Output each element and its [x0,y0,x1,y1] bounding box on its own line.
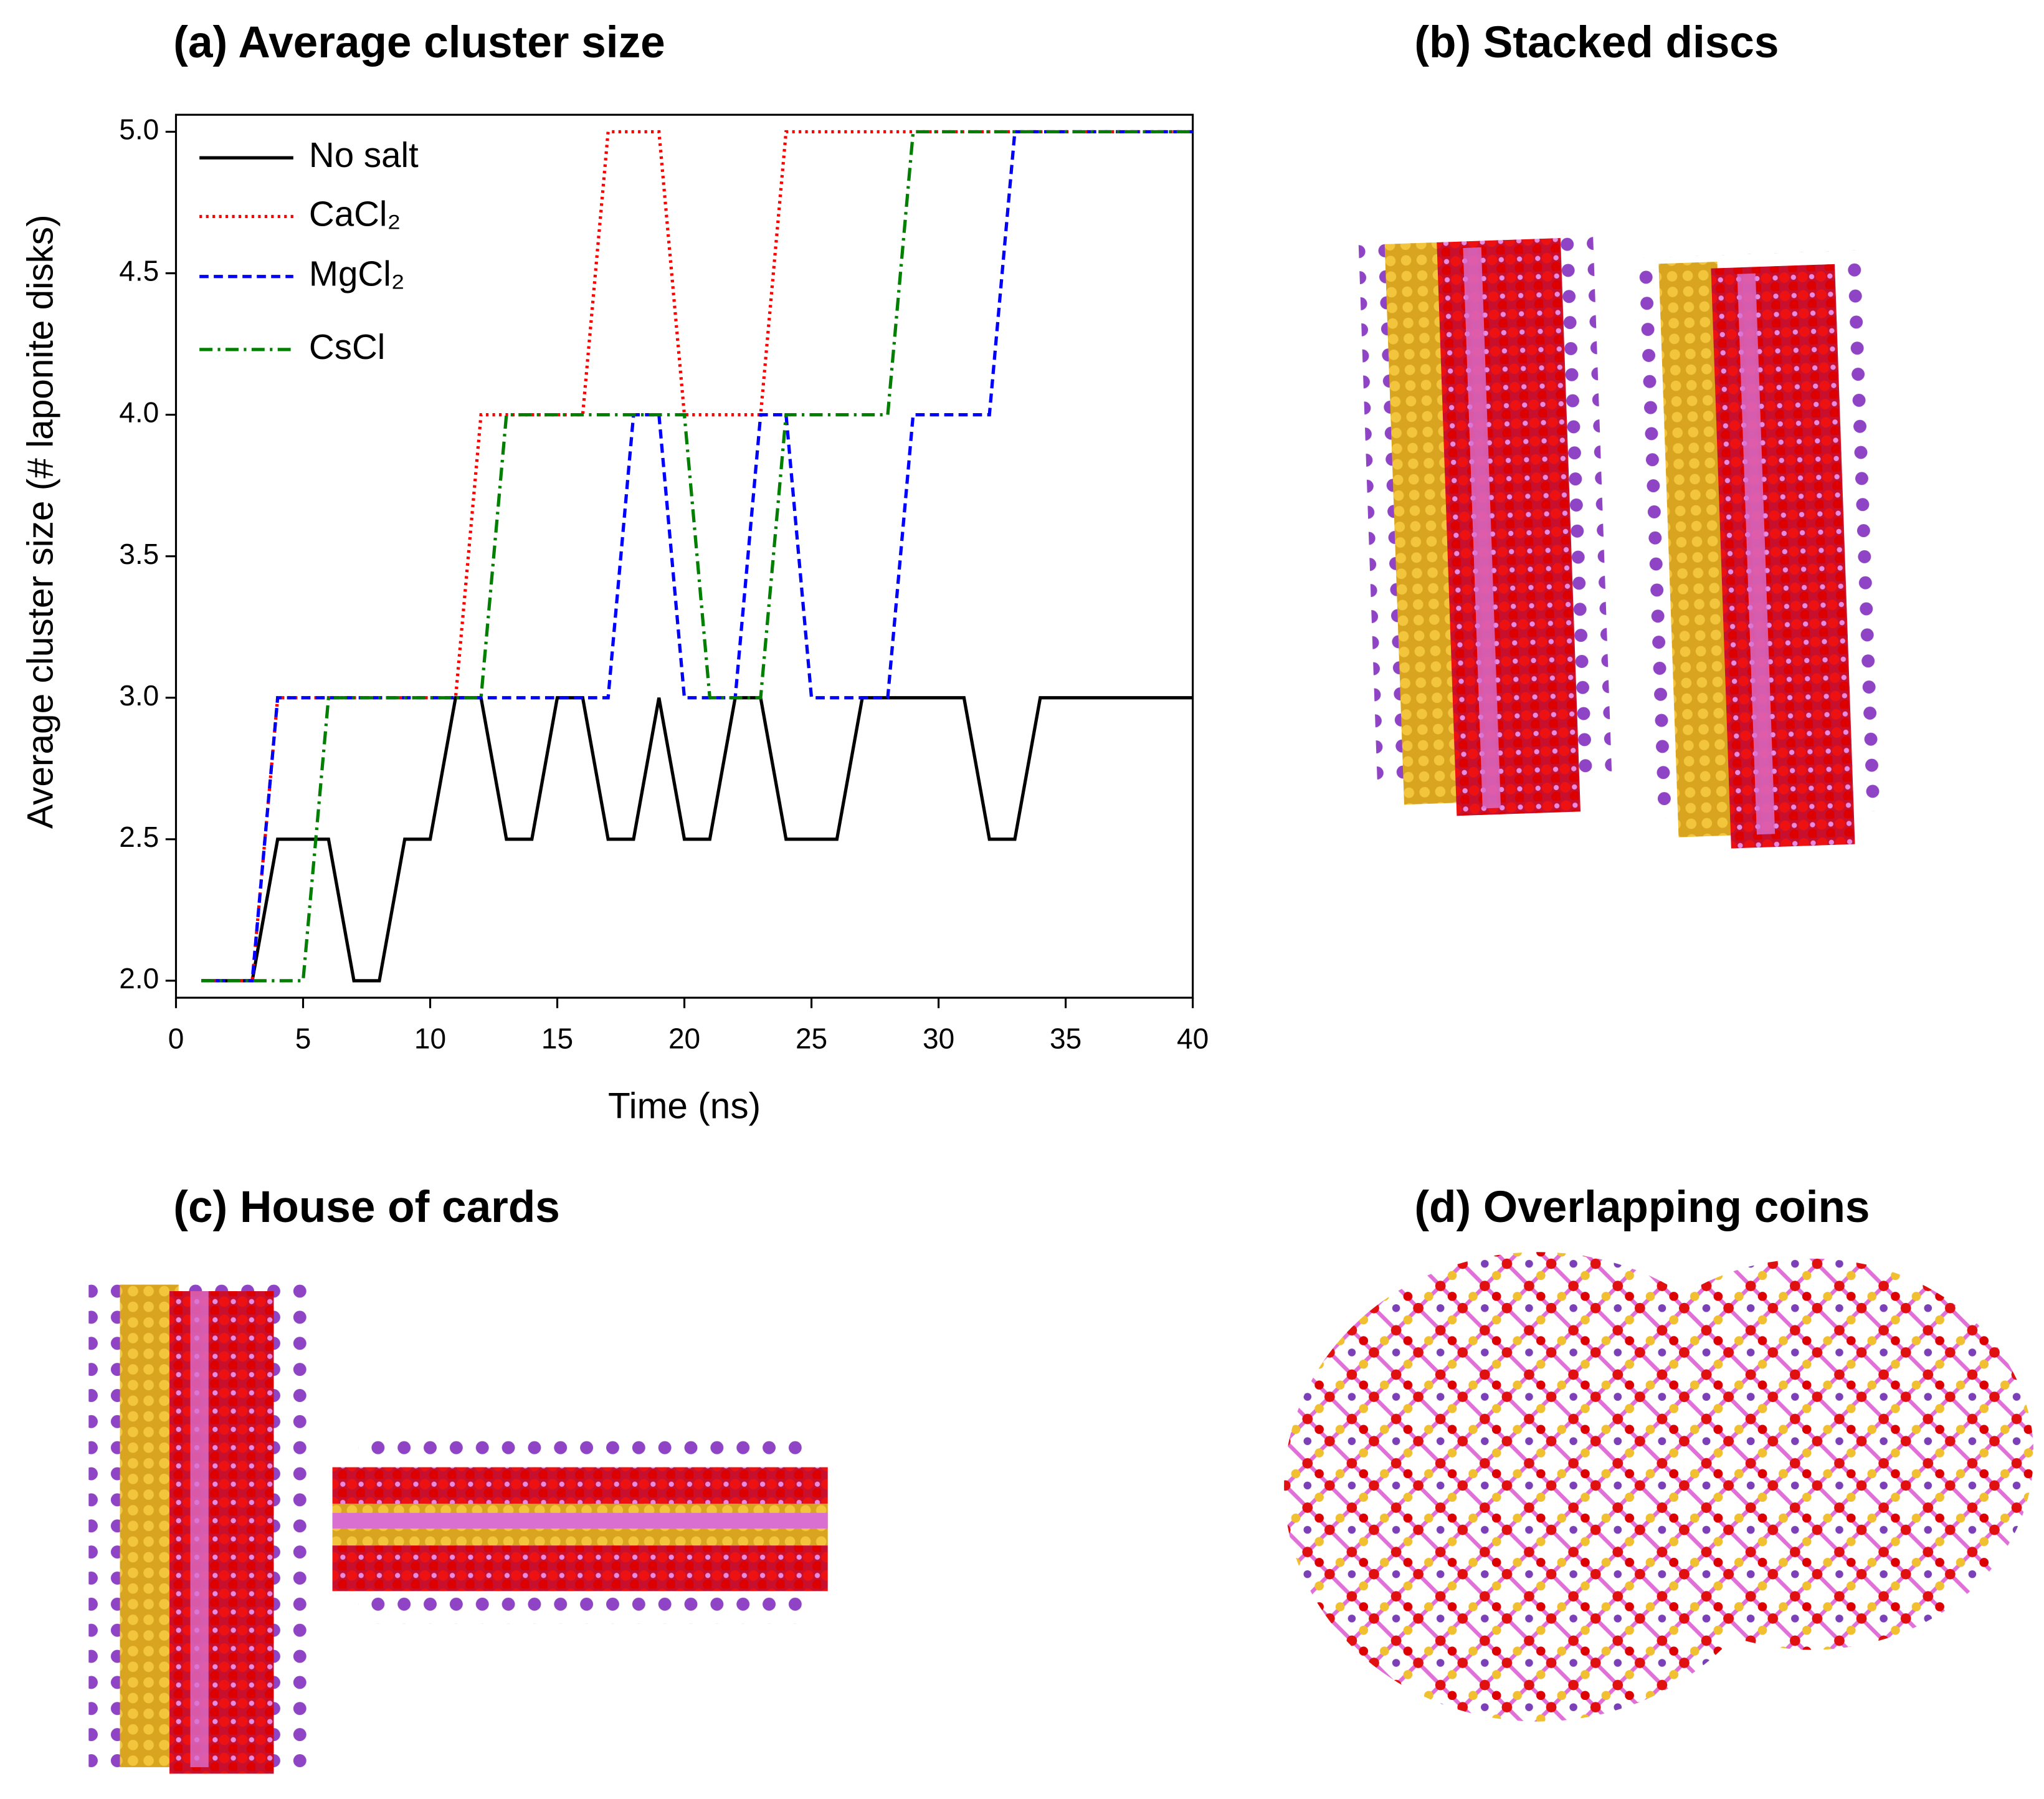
x-tick-label: 0 [168,1022,184,1054]
legend-label: CaCl₂ [309,194,401,233]
y-tick-label: 5.0 [119,113,159,146]
data-line [201,130,1193,983]
x-tick-label: 20 [668,1022,700,1054]
molecule-illustration [1358,230,1612,816]
x-tick-label: 30 [923,1022,954,1054]
molecule-illustration [1284,1252,2034,1722]
plot-frame [174,113,1194,999]
y-tick-label: 3.5 [119,538,159,570]
x-axis-label: Time (ns) [608,1086,761,1126]
panel-title: (b) Stacked discs [1414,18,1779,67]
legend-label: CsCl [309,327,385,366]
y-axis-label: Average cluster size (# laponite disks) [21,214,61,829]
y-tick-label: 2.5 [119,821,159,853]
data-line [201,696,1193,983]
x-tick-label: 15 [541,1022,573,1054]
y-tick-label: 3.0 [119,679,159,712]
panel-title: (c) House of cards [173,1183,560,1232]
x-tick-label: 10 [414,1022,446,1054]
molecule-illustration [88,1284,828,1774]
legend-label: MgCl₂ [309,254,405,293]
x-tick-label: 35 [1050,1022,1081,1054]
panel-title: (d) Overlapping coins [1414,1183,1870,1232]
x-tick-label: 25 [796,1022,827,1054]
molecule-illustration [1632,250,1887,849]
y-tick-label: 4.0 [119,396,159,429]
panel-title: (a) Average cluster size [173,18,665,67]
legend-label: No salt [309,135,419,174]
y-tick-label: 4.5 [119,255,159,287]
x-tick-label: 5 [295,1022,311,1054]
y-tick-label: 2.0 [119,962,159,995]
x-tick-label: 40 [1177,1022,1209,1054]
